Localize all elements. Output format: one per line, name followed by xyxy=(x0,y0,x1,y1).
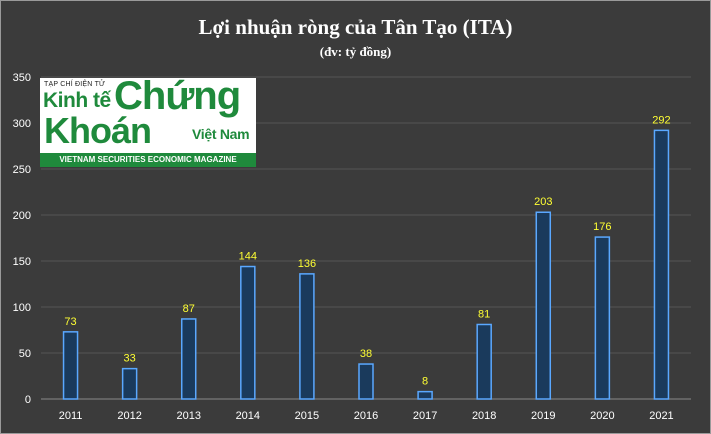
x-tick-label: 2018 xyxy=(472,410,496,422)
x-tick-label: 2012 xyxy=(117,410,141,422)
x-tick-label: 2014 xyxy=(236,410,260,422)
bar xyxy=(358,363,374,400)
x-tick-label: 2017 xyxy=(413,410,437,422)
y-tick-label: 350 xyxy=(13,72,31,84)
logo-chung: Chứng xyxy=(114,78,241,118)
data-label: 38 xyxy=(360,348,372,360)
bar xyxy=(476,323,492,400)
data-label: 81 xyxy=(478,308,490,320)
chart-title: Lợi nhuận ròng của Tân Tạo (ITA) xyxy=(198,15,513,39)
bar xyxy=(535,211,552,400)
y-tick-label: 200 xyxy=(13,210,31,222)
publisher-logo: TẠP CHÍ ĐIỆN TỬ Kinh tế Chứng Khoán Việt… xyxy=(40,78,256,167)
x-tick-label: 2011 xyxy=(59,410,83,422)
bar xyxy=(299,273,315,400)
bar xyxy=(417,390,433,400)
data-label: 203 xyxy=(534,196,552,208)
chart-subtitle: (đv: tỷ đồng) xyxy=(319,44,392,59)
bar xyxy=(62,331,79,400)
logo-khoan: Khoán xyxy=(44,110,152,151)
x-tick-label: 2021 xyxy=(649,410,673,422)
y-tick-label: 50 xyxy=(19,348,31,360)
data-label: 87 xyxy=(183,303,195,315)
x-tick-label: 2013 xyxy=(176,410,200,422)
x-tick-label: 2015 xyxy=(295,410,319,422)
data-label: 33 xyxy=(124,353,136,365)
logo-band: VIETNAM SECURITIES ECONOMIC MAGAZINE xyxy=(40,153,256,167)
data-label: 8 xyxy=(422,376,428,388)
bar xyxy=(240,265,256,400)
y-tick-label: 0 xyxy=(25,394,31,406)
logo-tagline: TẠP CHÍ ĐIỆN TỬ xyxy=(44,81,106,88)
bar xyxy=(180,318,197,400)
data-label: 292 xyxy=(652,114,670,126)
y-tick-label: 300 xyxy=(13,118,31,130)
y-tick-label: 100 xyxy=(13,302,31,314)
data-label: 136 xyxy=(298,258,316,270)
y-tick-label: 250 xyxy=(13,164,31,176)
y-tick-label: 150 xyxy=(13,256,31,268)
x-tick-label: 2020 xyxy=(590,410,614,422)
data-label: 73 xyxy=(64,316,76,328)
bar xyxy=(121,367,138,400)
x-tick-label: 2016 xyxy=(354,410,378,422)
data-label: 176 xyxy=(593,221,611,233)
x-tick-label: 2019 xyxy=(531,410,555,422)
data-label: 144 xyxy=(239,251,257,263)
logo-viet-nam: Việt Nam xyxy=(192,126,250,142)
logo-kinh-te: Kinh tế xyxy=(43,89,111,112)
bar xyxy=(653,129,670,400)
bar xyxy=(594,236,611,400)
